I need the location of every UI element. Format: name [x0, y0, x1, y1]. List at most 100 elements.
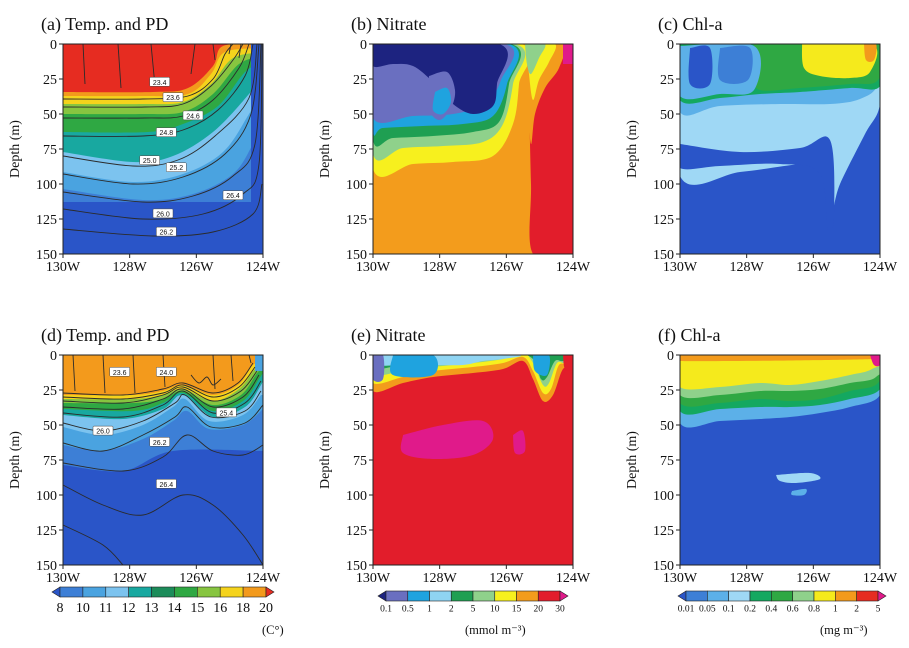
contour-line [102, 355, 106, 394]
contour-label: 24.0 [160, 370, 174, 377]
y-tick-label: 125 [36, 524, 57, 539]
x-tick-label: 124W [246, 571, 281, 586]
panel-d: 23.6 24.0 25.4 26.0 26.2 26.4 (d) Temp. and PD… [8, 325, 281, 586]
contour-label-box [162, 92, 184, 102]
colorbar-tick-label: 0.1 [380, 605, 392, 615]
panel-e: (e) Nitrate Depth (m) 0 25 50 75 100 125 150130W… [318, 325, 591, 586]
colorbar-tick-label: 0.8 [808, 605, 820, 615]
contour-line [72, 355, 76, 392]
colorbar-swatch [728, 590, 751, 602]
contour-label-box [109, 367, 130, 377]
colorbar-swatch [59, 586, 84, 598]
colorbar-end-high [265, 586, 275, 598]
x-tick-label: 128W [730, 571, 765, 586]
colorbar-tick-label: 1 [833, 605, 838, 615]
colorbar-tick-label: 5 [471, 605, 476, 615]
colorbar-swatch [472, 590, 496, 602]
x-tick-label: 128W [113, 571, 148, 586]
y-tick-label: 50 [660, 419, 674, 434]
x-tick-label: 128W [113, 260, 148, 275]
contour-line [238, 44, 242, 59]
y-tick-label: 25 [353, 73, 367, 88]
x-tick-label: 130W [356, 571, 391, 586]
y-axis-label: Depth (m) [8, 431, 23, 489]
contour-label: 26.4 [160, 482, 174, 489]
colorbar-tick-label: 0.01 [678, 605, 695, 615]
y-tick-label: 0 [50, 349, 57, 364]
y-tick-label: 75 [353, 454, 367, 469]
colorbar-temperature: 8 10 11 12 13 14 15 16 18 20 [51, 586, 275, 616]
panel-title: (a) Temp. and PD [41, 14, 168, 35]
x-tick-label: 130W [46, 260, 81, 275]
contour-label: 26.2 [160, 230, 174, 237]
y-axis-label: Depth (m) [8, 120, 23, 178]
y-tick-label: 25 [43, 384, 57, 399]
y-tick-label: 50 [353, 419, 367, 434]
y-tick-label: 0 [50, 38, 57, 53]
contour-label: 23.4 [153, 80, 167, 87]
x-tick-label: 124W [556, 260, 591, 275]
y-tick-label: 150 [346, 248, 367, 263]
contour-line [82, 44, 86, 85]
colorbar-tick-label: 0.5 [402, 605, 414, 615]
y-tick-label: 100 [36, 489, 57, 504]
colorbar-end-low [677, 590, 687, 602]
chla-deep-patch [776, 472, 821, 484]
colorbar-swatch [429, 590, 452, 602]
y-tick-label: 150 [346, 559, 367, 574]
x-tick-label: 130W [663, 260, 698, 275]
colorbar-swatch [128, 586, 152, 598]
contour-line [132, 355, 136, 394]
contour-label: 26.4 [226, 193, 240, 200]
contour-line [63, 44, 262, 203]
chla-dark-column [688, 45, 713, 89]
panel-field [373, 44, 573, 254]
colorbar-tick-label: 20 [259, 601, 273, 616]
colorbar-unit: (C°) [262, 623, 284, 637]
nitrate-red-region [373, 360, 573, 565]
contour-label: 24.6 [186, 113, 200, 120]
contour-line [63, 380, 262, 418]
chla-yellow-band [680, 355, 880, 390]
nitrate-purple-edge [373, 355, 385, 382]
y-tick-label: 100 [346, 489, 367, 504]
colorbar-end-high [877, 590, 887, 602]
chla-orange-top [680, 355, 880, 362]
colorbar-swatch [771, 590, 793, 602]
contour-label: 24.8 [160, 130, 174, 137]
y-tick-label: 50 [660, 108, 674, 123]
colorbar-end-high [559, 590, 569, 602]
y-tick-label: 125 [346, 213, 367, 228]
colorbar-swatch [197, 586, 221, 598]
y-tick-label: 75 [43, 454, 57, 469]
contour-label-box [156, 367, 177, 377]
colorbar-unit: (mg m⁻³) [820, 623, 868, 637]
y-tick-label: 125 [346, 524, 367, 539]
y-tick-label: 25 [43, 73, 57, 88]
nitrate-coast-red [563, 355, 573, 371]
colorbar-swatch [749, 590, 772, 602]
colorbar-tick-label: 14 [167, 601, 181, 616]
colorbar-end-low [377, 590, 387, 602]
colorbar-tick-label: 15 [512, 605, 522, 615]
x-tick-label: 126W [796, 260, 831, 275]
contour-label-box [152, 208, 174, 219]
y-tick-label: 50 [43, 419, 57, 434]
y-tick-label: 150 [36, 559, 57, 574]
x-tick-label: 130W [663, 571, 698, 586]
contour-label-box [222, 190, 244, 200]
x-tick-label: 126W [179, 571, 214, 586]
colorbar-swatch [219, 586, 244, 598]
panel-field [680, 44, 880, 254]
colorbar-swatch [707, 590, 729, 602]
contour-line [230, 355, 234, 382]
colorbar-tick-label: 10 [76, 601, 90, 616]
contour-line [63, 183, 263, 237]
colorbar-tick-label: 11 [99, 601, 112, 616]
x-tick-label: 124W [863, 571, 898, 586]
panel-title: (d) Temp. and PD [41, 325, 169, 346]
colorbar-swatch [813, 590, 836, 602]
contour-label-box [92, 425, 114, 436]
temp-band-8 [63, 449, 263, 565]
